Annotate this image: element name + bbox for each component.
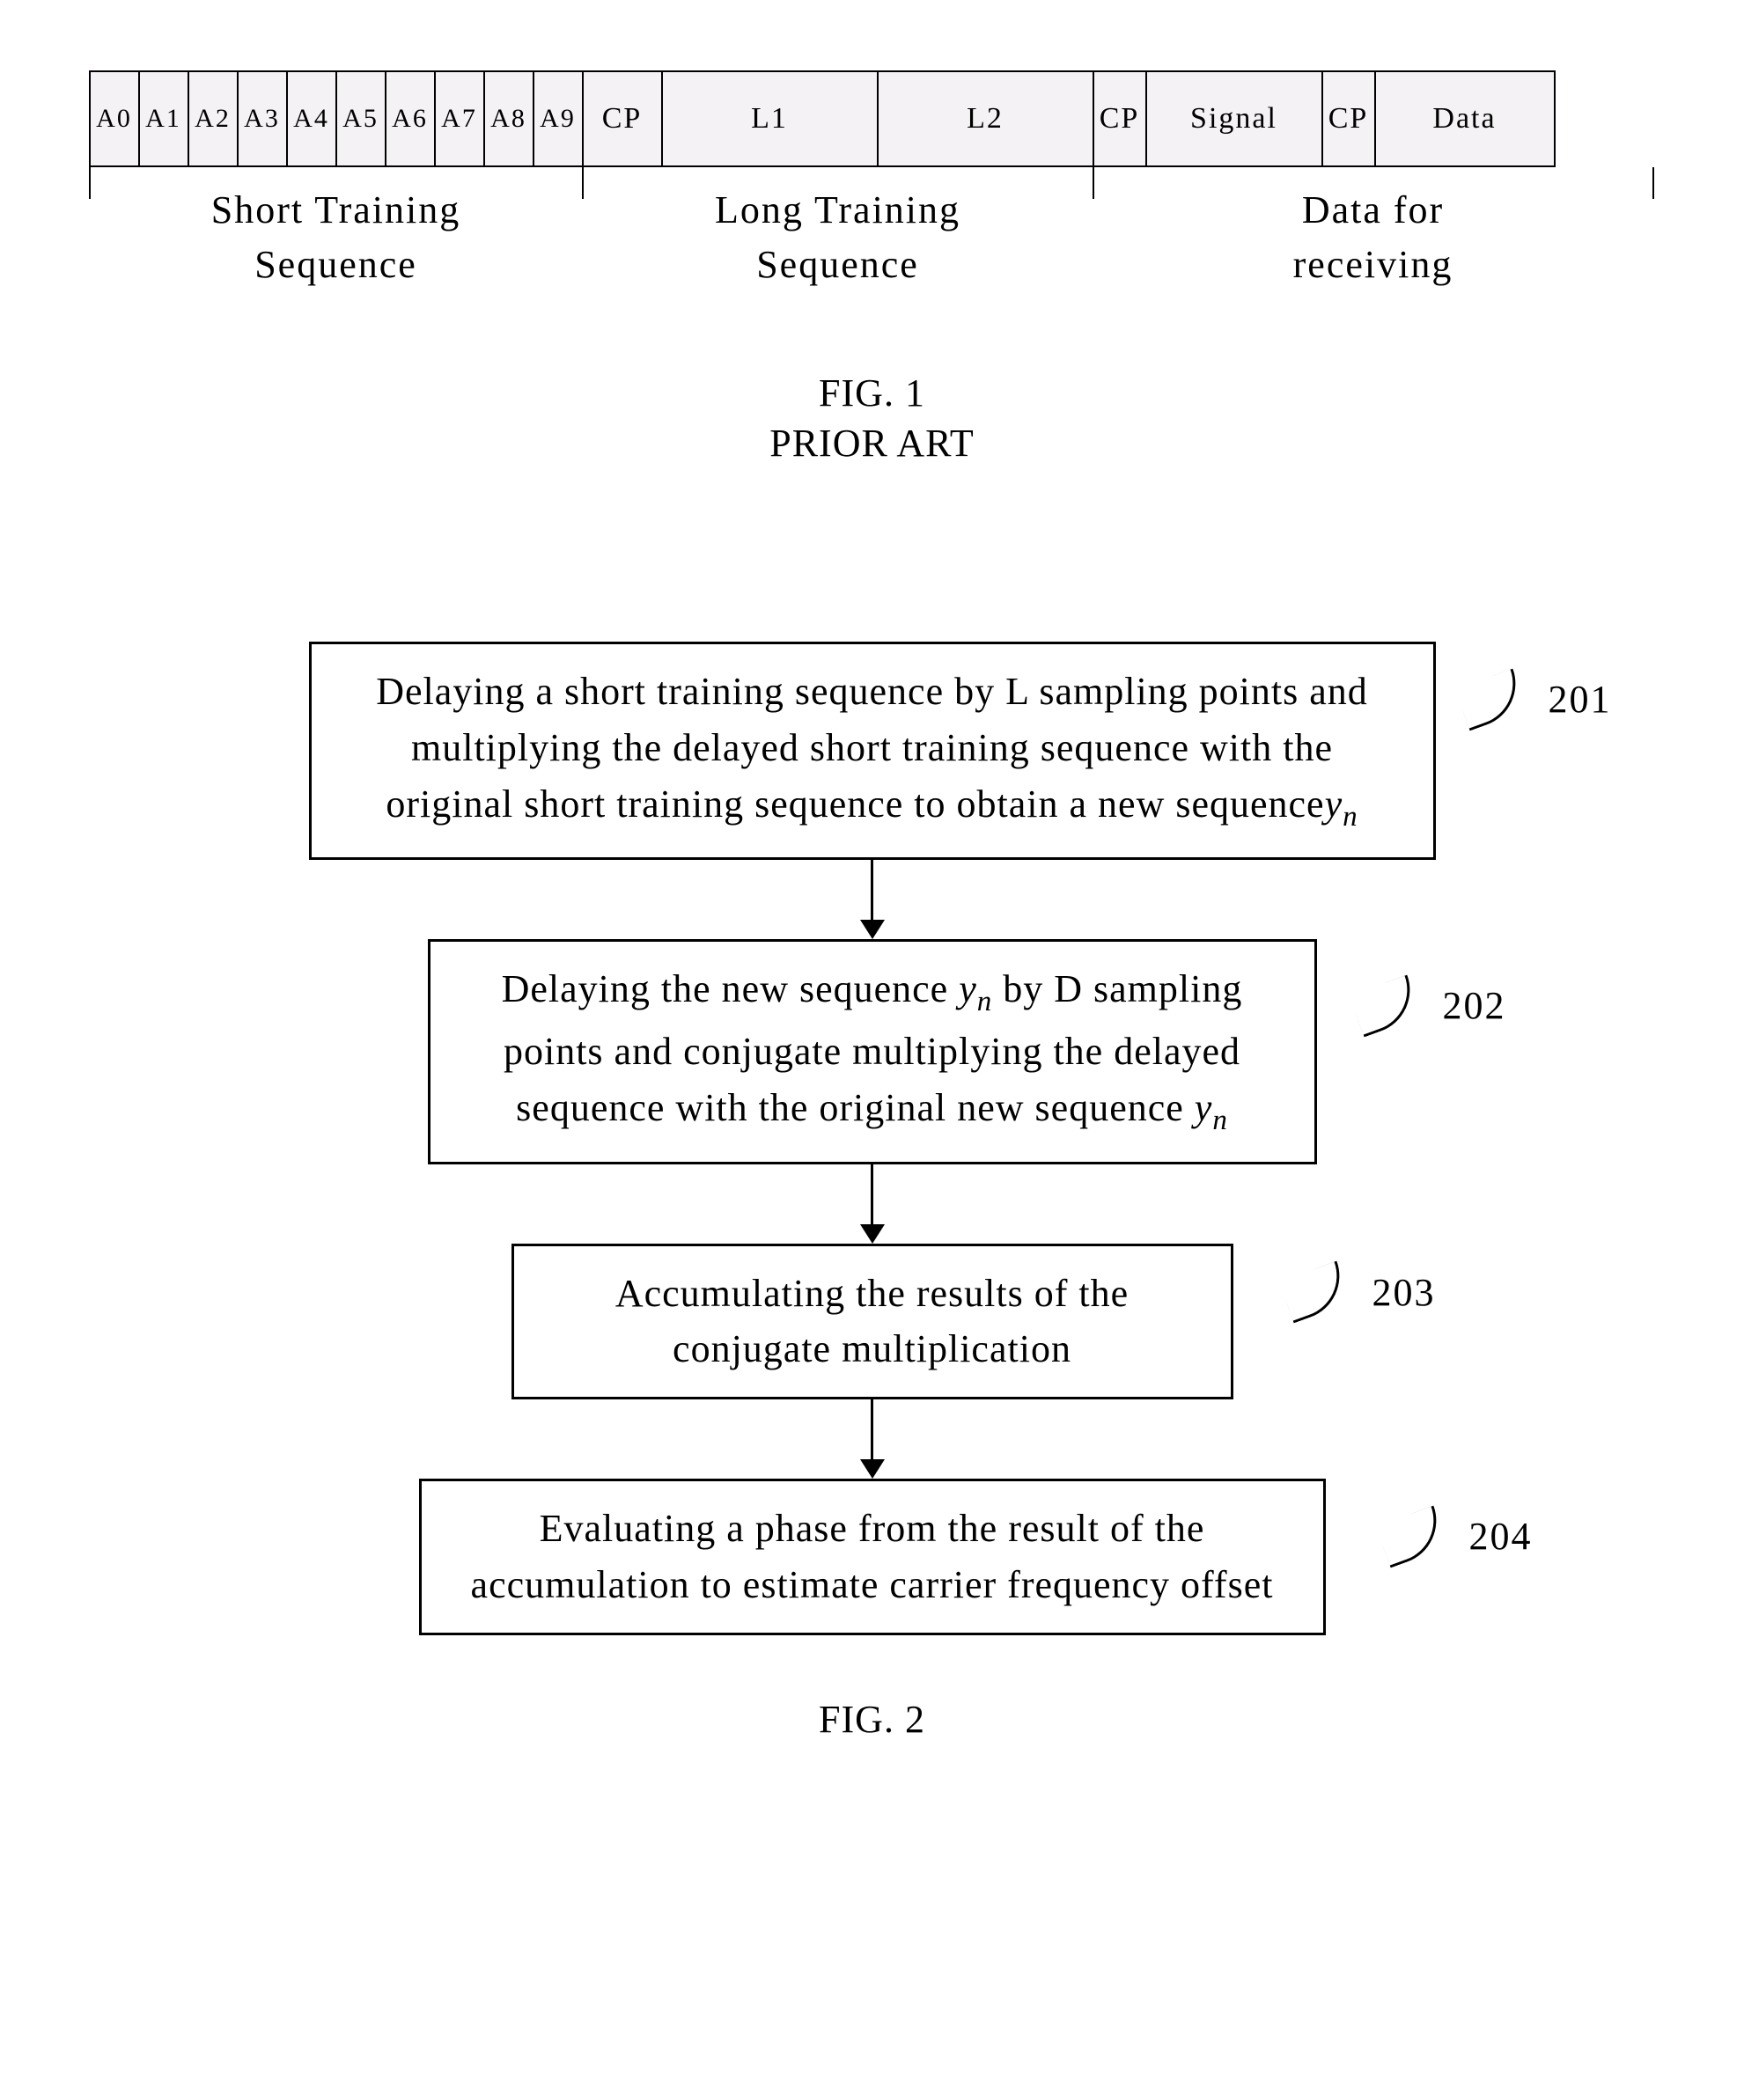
b1-line3: original short training sequence to obta… [338,776,1407,839]
flow-box-204: Evaluating a phase from the result of th… [419,1479,1326,1635]
b2-line2: points and conjugate multiplying the del… [457,1024,1288,1080]
arrow-down-icon [860,860,885,939]
yn-sub: n [1343,801,1358,833]
callout-curve-icon [1454,668,1527,731]
data-line2: receiving [1094,238,1652,292]
b3-line1: Accumulating the results of the [541,1266,1204,1322]
figure-2-flowchart: Delaying a short training sequence by L … [212,642,1533,1742]
arrow-3 [212,1399,1533,1479]
cell-a3: A3 [237,70,286,167]
flow-box-203: Accumulating the results of the conjugat… [511,1244,1233,1400]
arrow-down-icon [860,1399,885,1479]
yn-var: y [959,967,977,1010]
flow-step-201-row: Delaying a short training sequence by L … [212,642,1533,860]
callout-202: 202 [1355,983,1506,1028]
cell-data: Data [1374,70,1556,167]
arrow-down-icon [860,1164,885,1244]
cell-a6: A6 [385,70,434,167]
b4-line1: Evaluating a phase from the result of th… [448,1501,1297,1557]
yn-var: y [1325,782,1343,826]
figure-2-caption: FIG. 2 [212,1697,1533,1742]
fig2-title: FIG. 2 [212,1697,1533,1742]
cell-signal: Signal [1145,70,1321,167]
cell-cp1: CP [582,70,661,167]
cell-a9: A9 [533,70,582,167]
cell-a1: A1 [138,70,188,167]
label-202: 202 [1443,983,1506,1028]
callout-201: 201 [1461,677,1612,722]
flow-box-201: Delaying a short training sequence by L … [309,642,1436,860]
callout-204: 204 [1381,1514,1533,1559]
figure-1-caption: FIG. 1 PRIOR ART [88,371,1656,466]
callout-curve-icon [1375,1505,1448,1568]
yn-sub: n [1212,1105,1228,1136]
cell-a8: A8 [483,70,533,167]
yn-var: y [1195,1086,1213,1129]
frame-structure-row: A0 A1 A2 A3 A4 A5 A6 A7 A8 A9 CP L1 L2 C… [89,70,1656,167]
flow-step-203-row: Accumulating the results of the conjugat… [212,1244,1533,1400]
cell-l2: L2 [877,70,1093,167]
fig1-title: FIG. 1 [88,371,1656,415]
flow-step-204-row: Evaluating a phase from the result of th… [212,1479,1533,1635]
b1-line1: Delaying a short training sequence by L … [338,664,1407,720]
tick-mark [1652,167,1654,199]
label-204: 204 [1469,1514,1533,1559]
flow-step-202-row: Delaying the new sequence yn by D sampli… [212,939,1533,1164]
frame-label-row: Short Training Sequence Long Training Se… [89,167,1656,291]
b2-line3: sequence with the original new sequence … [457,1080,1288,1142]
callout-curve-icon [1278,1261,1351,1324]
short-training-label: Short Training Sequence [91,167,582,291]
b2-l3-pre: sequence with the original new sequence [516,1086,1195,1129]
cell-a7: A7 [434,70,483,167]
cell-cp2: CP [1093,70,1145,167]
cell-a4: A4 [286,70,335,167]
short-line2: Sequence [91,238,582,292]
b2-l1-post: by D sampling [992,967,1242,1010]
b4-line2: accumulation to estimate carrier frequen… [448,1557,1297,1613]
short-line1: Short Training [91,183,582,238]
b1-line2: multiplying the delayed short training s… [338,720,1407,776]
b2-l1-pre: Delaying the new sequence [502,967,960,1010]
label-201: 201 [1549,677,1612,722]
label-203: 203 [1372,1270,1436,1315]
yn-sub: n [977,986,993,1017]
cell-l1: L1 [661,70,877,167]
flow-box-202: Delaying the new sequence yn by D sampli… [428,939,1317,1164]
callout-203: 203 [1284,1270,1436,1315]
long-line1: Long Training [584,183,1093,238]
b3-line2: conjugate multiplication [541,1321,1204,1377]
figure-1: A0 A1 A2 A3 A4 A5 A6 A7 A8 A9 CP L1 L2 C… [88,70,1656,466]
fig1-subtitle: PRIOR ART [88,421,1656,466]
arrow-1 [212,860,1533,939]
long-line2: Sequence [584,238,1093,292]
data-line1: Data for [1094,183,1652,238]
arrow-2 [212,1164,1533,1244]
b2-line1: Delaying the new sequence yn by D sampli… [457,961,1288,1024]
data-receiving-label: Data for receiving [1094,167,1652,291]
cell-a2: A2 [188,70,237,167]
long-training-label: Long Training Sequence [584,167,1093,291]
cell-a0: A0 [89,70,138,167]
callout-curve-icon [1349,974,1422,1037]
cell-cp3: CP [1321,70,1374,167]
b1-l3-text: original short training sequence to obta… [386,782,1324,826]
cell-a5: A5 [335,70,385,167]
